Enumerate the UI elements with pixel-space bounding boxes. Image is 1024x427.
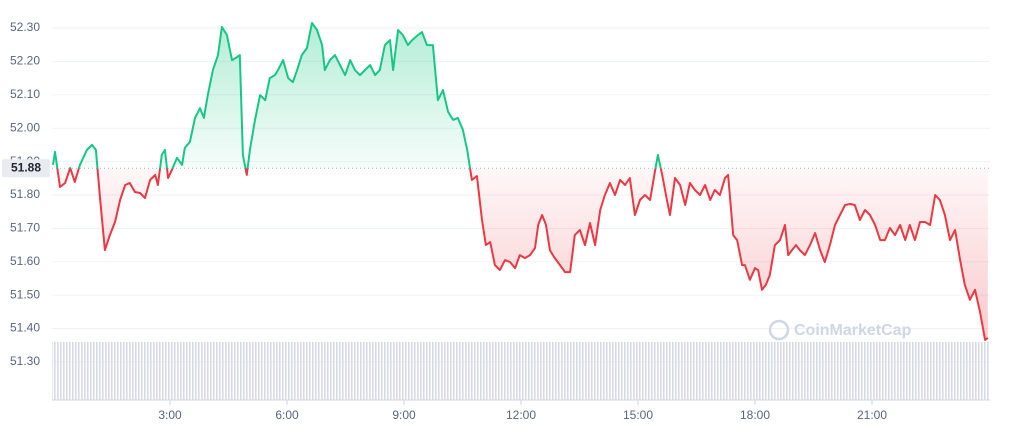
axes: 51.3051.4051.5051.6051.7051.8051.9052.00… (2, 20, 990, 422)
y-tick-label: 52.10 (10, 87, 40, 101)
price-area (53, 23, 988, 340)
y-tick-label: 51.60 (10, 254, 40, 268)
x-tick-label: 12:00 (506, 408, 536, 422)
watermark-text: CoinMarketCap (794, 322, 912, 339)
x-tick-label: 21:00 (857, 408, 887, 422)
y-tick-label: 52.00 (10, 120, 40, 134)
y-tick-label: 52.30 (10, 20, 40, 34)
y-tick-label: 51.80 (10, 187, 40, 201)
price-line (52, 22, 989, 341)
x-tick-label: 9:00 (392, 408, 416, 422)
reference-label: 51.88 (11, 160, 41, 174)
y-tick-label: 51.40 (10, 321, 40, 335)
y-tick-label: 52.20 (10, 54, 40, 68)
reference-label-box (2, 159, 50, 178)
volume-bars (52, 342, 989, 400)
x-tick-label: 18:00 (740, 408, 770, 422)
y-tick-label: 51.70 (10, 221, 40, 235)
x-tick-label: 6:00 (275, 408, 299, 422)
x-tick-label: 15:00 (623, 408, 653, 422)
x-tick-label: 3:00 (158, 408, 182, 422)
watermark: CoinMarketCap (768, 319, 912, 341)
y-tick-label: 51.50 (10, 287, 40, 301)
plot (52, 22, 990, 341)
watermark-logo (768, 319, 790, 341)
y-tick-label: 51.30 (10, 354, 40, 368)
